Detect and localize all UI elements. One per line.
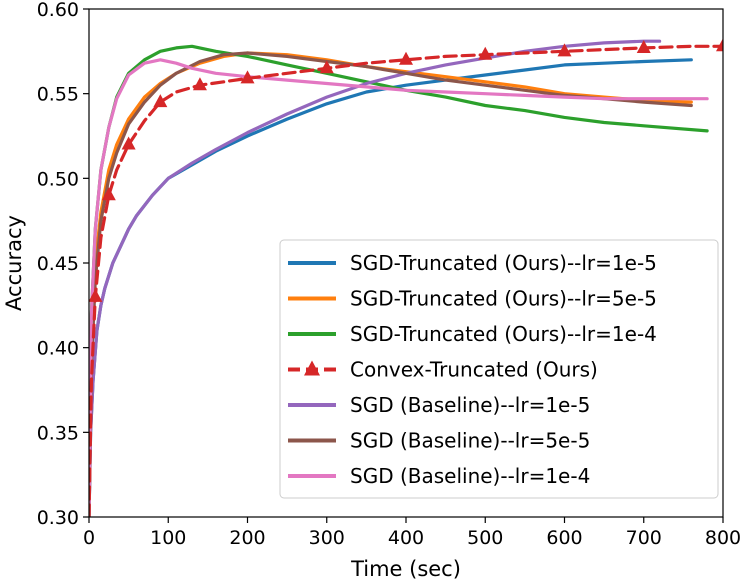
y-tick-label: 0.55 [37,84,79,106]
series-line-5 [89,51,693,517]
legend-marker-3 [304,360,320,376]
y-tick-label: 0.60 [37,0,79,21]
x-axis-title: Time (sec) [350,557,461,581]
legend: SGD-Truncated (Ours)--lr=1e-5 SGD-Truncat… [279,239,719,499]
series-marker-3 [192,77,207,91]
x-tick-label: 0 [83,527,95,549]
legend-box [279,239,719,499]
series-marker-3 [153,94,168,108]
x-tick-label: 100 [150,527,186,549]
y-tick-label: 0.30 [37,507,79,529]
y-tick-label: 0.45 [37,253,79,275]
y-axis-title: Accuracy [2,215,26,311]
series-marker-3 [101,187,116,201]
x-tick-label: 200 [229,527,265,549]
y-tick-label: 0.35 [37,422,79,444]
legend-label-6: SGD (Baseline)--lr=1e-4 [350,464,590,488]
legend-label-1: SGD-Truncated (Ours)--lr=5e-5 [350,287,657,311]
x-tick-label: 800 [705,527,741,549]
x-tick-label: 500 [467,527,503,549]
x-tick-label: 300 [309,527,345,549]
series-marker-3 [399,51,413,65]
ticks-layer: 0 100 200 300 400 500 600 700 800 0.30 0.35 0.40 0.4… [37,0,741,549]
x-tick-label: 400 [388,527,424,549]
legend-label-2: SGD-Truncated (Ours)--lr=1e-4 [350,322,657,346]
series-marker-3 [240,70,255,84]
x-tick-label: 600 [546,527,582,549]
series-line-6 [89,58,709,517]
series-marker-3 [636,39,651,53]
legend-label-0: SGD-Truncated (Ours)--lr=1e-5 [350,251,657,275]
series-marker-3 [557,43,572,57]
series-layer [89,38,723,517]
y-tick-label: 0.50 [37,168,79,190]
x-tick-label: 700 [626,527,662,549]
series-marker-3 [89,288,103,302]
legend-label-5: SGD (Baseline)--lr=5e-5 [350,429,590,453]
series-marker-3 [478,46,493,60]
legend-label-3: Convex-Truncated (Ours) [350,358,598,382]
series-marker-3 [121,136,136,150]
series-marker-3 [716,38,723,52]
series-marker-3 [319,60,334,74]
legend-label-4: SGD (Baseline)--lr=1e-5 [350,393,590,417]
y-tick-label: 0.40 [37,338,79,360]
